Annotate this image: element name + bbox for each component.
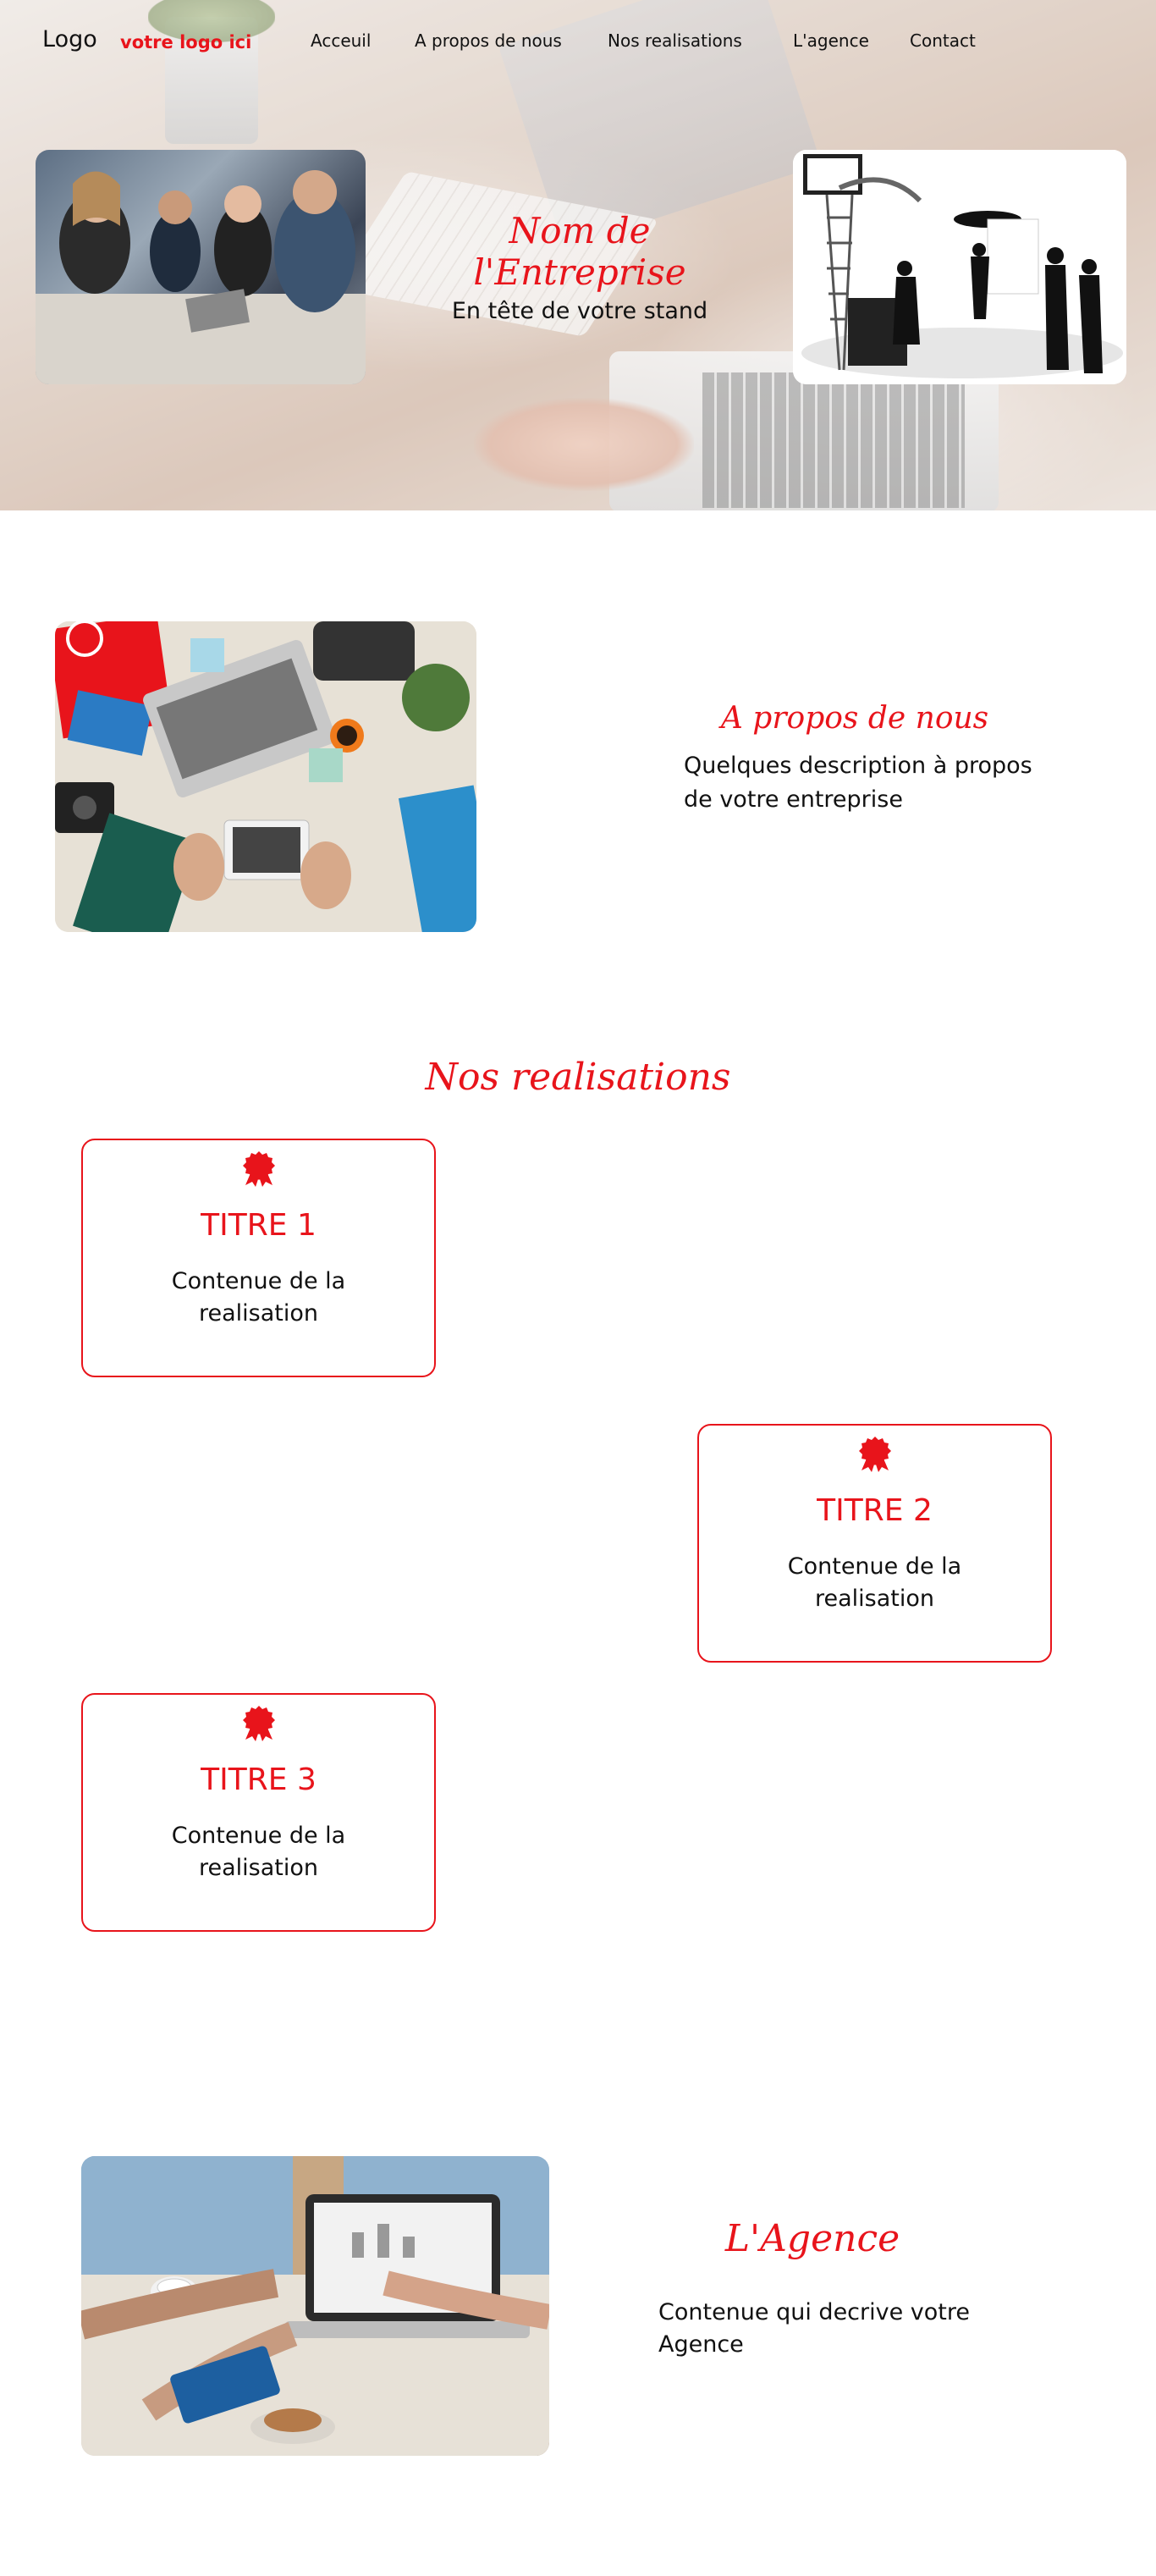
hero-laptop-keys-shape [702, 372, 965, 508]
nav-link-contact[interactable]: Contact [910, 30, 976, 51]
hero-stand-photo [793, 150, 1126, 384]
logo[interactable]: Logo [42, 26, 97, 52]
hero-team-photo [36, 150, 366, 384]
about-text: Quelques description à propos de votre e… [684, 753, 1032, 813]
agence-title: L'Agence [724, 2216, 900, 2260]
nav-link-realisations[interactable]: Nos realisations [608, 30, 742, 51]
hero-plant-shape [148, 0, 275, 42]
realisation-card-1[interactable]: TITRE 1 Contenue de la realisation [81, 1139, 436, 1377]
realisation-card-title: TITRE 3 [201, 1762, 317, 1797]
realisation-card-3[interactable]: TITRE 3 Contenue de la realisation [81, 1693, 436, 1932]
realisation-card-text: Contenue de la realisation [787, 1553, 962, 1612]
nav-link-a-propos[interactable]: A propos de nous [415, 30, 562, 51]
stand-illustration [793, 150, 1126, 384]
logo-subtitle: votre logo ici [120, 32, 252, 52]
hero-subtitle: En tête de votre stand [451, 298, 708, 324]
realisation-card-title: TITRE 1 [201, 1208, 317, 1243]
realisations-title: Nos realisations [425, 1055, 731, 1099]
about-desk-photo [55, 621, 476, 932]
realisation-card-text: Contenue de la realisation [171, 1268, 346, 1327]
realisation-card-text: Contenue de la realisation [171, 1823, 346, 1881]
realisation-card-title: TITRE 2 [817, 1493, 933, 1528]
award-rosette-icon [243, 1151, 275, 1187]
nav-link-accueil[interactable]: Acceuil [311, 30, 372, 51]
team-illustration [36, 170, 366, 384]
award-rosette-icon [243, 1706, 275, 1741]
about-title: A propos de nous [720, 700, 989, 736]
realisation-card-2[interactable]: TITRE 2 Contenue de la realisation [697, 1424, 1052, 1663]
hero-hand-shape [474, 398, 694, 491]
meeting-illustration [81, 2156, 549, 2456]
award-rosette-icon [859, 1437, 891, 1472]
company-title: Nom de l'Entreprise [473, 210, 686, 294]
agence-text: Contenue qui decrive votre Agence [658, 2299, 971, 2358]
nav-link-agence[interactable]: L'agence [793, 30, 869, 51]
desk-illustration [55, 621, 476, 932]
agence-meeting-photo [81, 2156, 549, 2456]
